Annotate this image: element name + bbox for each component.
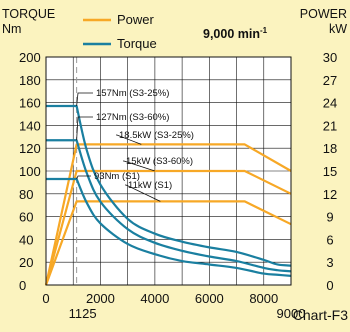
torque-annotation-leader [76,175,91,180]
power-annotation-leader [116,134,142,145]
torque-annotation-label: 93Nm (S1) [94,171,140,182]
left-axis-title: TORQUE [2,7,55,21]
left-tick-label: 60 [19,210,33,225]
power-series-line-2 [44,169,292,286]
right-tick-label: 30 [323,50,337,65]
axes-group: 0204060801001201401601802000369121518212… [19,50,337,321]
right-tick-label: 15 [323,164,337,179]
annotations-group: 157Nm (S3-25%) 127Nm (S3-60%) 18.5kW (S3-2… [76,88,194,202]
left-tick-label: 20 [19,255,33,270]
plot-frame [45,56,292,286]
x-tick-label: 8000 [249,291,278,306]
power-annotation-label: 18.5kW (S3-25%) [119,130,194,141]
torque-annotation-label: 157Nm (S3-25%) [96,88,169,99]
right-tick-label: 12 [323,187,337,202]
left-axis-unit: Nm [2,22,21,36]
power-annotation-label: 15kW (S3-60%) [126,156,193,167]
max-speed-unit-sup: -1 [260,26,268,35]
left-tick-label: 160 [19,96,41,111]
right-tick-label: 3 [326,255,333,270]
right-tick-label: 0 [326,278,333,293]
x-tick-label: 2000 [86,291,115,306]
torque-annotation-leader [76,116,93,141]
right-axis-unit: kW [329,22,347,36]
chart-id-label: Chart-F3 [293,307,348,323]
torque-series-line-1 [46,104,292,267]
power-annotation-leader [125,184,161,202]
base-speed-tick-label: 1125 [69,306,97,321]
power-series-line-3 [44,200,292,286]
torque-series-line-2 [46,139,292,273]
right-tick-label: 9 [326,210,333,225]
right-tick-label: 27 [323,73,337,88]
series-group [44,104,292,286]
x-tick-label: 0 [42,291,49,306]
legend-torque-label: Torque [117,36,157,51]
left-tick-label: 200 [19,50,41,65]
x-tick-label: 4000 [140,291,169,306]
left-tick-label: 40 [19,232,33,247]
right-axis-title: POWER [300,7,347,21]
max-speed-label: 9,000 min-1 [203,26,268,41]
torque-series-line-3 [46,177,292,277]
right-tick-label: 18 [323,141,337,156]
x-tick-label: 6000 [195,291,224,306]
power-series-line-1 [44,143,292,286]
left-tick-label: 140 [19,118,41,133]
legend-power-label: Power [117,12,155,27]
left-tick-label: 100 [19,164,41,179]
torque-annotation-leader [76,92,93,107]
left-tick-label: 0 [19,278,26,293]
right-tick-label: 24 [323,96,337,111]
right-tick-label: 21 [323,118,337,133]
left-tick-label: 120 [19,141,41,156]
power-annotation-label: 11kW (S1) [128,180,172,191]
left-tick-label: 80 [19,187,33,202]
right-tick-label: 6 [326,232,333,247]
x-tick-label: 9000 [277,306,306,321]
left-tick-label: 180 [19,73,41,88]
max-speed-value: 9,000 min [203,27,260,41]
power-annotation-leader [123,160,156,172]
torque-annotation-label: 127Nm (S3-60%) [96,112,169,123]
